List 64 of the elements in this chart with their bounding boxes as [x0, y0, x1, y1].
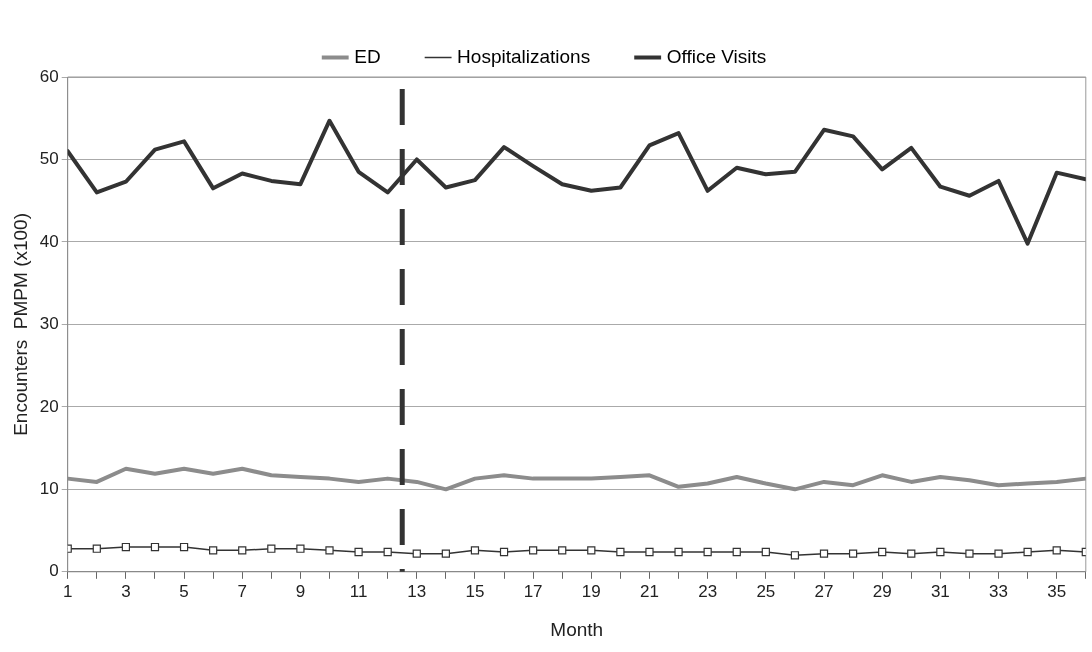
x-tick-label: 11: [349, 581, 368, 601]
point: [645, 547, 654, 557]
point: [936, 547, 945, 557]
point: [267, 544, 276, 553]
point: [1052, 546, 1061, 555]
point: [732, 547, 741, 557]
x-tick-label: 19: [581, 581, 601, 601]
point: [790, 551, 800, 560]
point: [412, 549, 421, 558]
point: [209, 546, 218, 555]
x-tick-label: 7: [237, 581, 247, 601]
point: [703, 547, 712, 557]
point: [179, 542, 189, 552]
point: [558, 546, 567, 555]
y-tick-label: 50: [39, 149, 59, 169]
x-tick-label: 29: [872, 581, 892, 601]
x-tick-label: 27: [814, 581, 834, 601]
x-tick-label: 17: [523, 581, 543, 601]
y-tick-label: 10: [39, 479, 59, 499]
x-tick-label: 33: [989, 581, 1008, 601]
point: [238, 546, 247, 555]
point: [965, 549, 974, 558]
point: [383, 547, 392, 557]
point: [499, 547, 509, 557]
y-axis-title: Encounters PMPM (x100): [9, 212, 31, 436]
x-tick-label: 21: [640, 581, 659, 601]
point: [296, 544, 305, 553]
x-tick-label: 15: [465, 581, 485, 601]
x-tick-label: 5: [179, 581, 189, 601]
x-tick-label: 25: [756, 581, 776, 601]
point: [819, 549, 829, 558]
point: [848, 549, 858, 558]
x-tick-label: 3: [121, 581, 131, 601]
y-tick-label: 30: [39, 314, 59, 334]
point: [528, 546, 538, 555]
y-tick-label: 0: [49, 561, 59, 581]
x-tick-label: 23: [698, 581, 718, 601]
point: [441, 549, 450, 558]
point: [470, 546, 480, 555]
x-tick-label: 31: [930, 581, 950, 601]
point: [761, 547, 770, 557]
x-tick-label: 13: [407, 581, 427, 601]
point: [994, 549, 1003, 558]
point: [907, 549, 916, 558]
point: [587, 546, 596, 555]
legend-label: Hospitalizations: [457, 45, 591, 67]
point: [1023, 547, 1032, 557]
y-tick-label: 20: [39, 396, 59, 416]
point: [674, 547, 683, 557]
x-axis-title: Month: [550, 618, 604, 640]
point: [354, 547, 363, 557]
x-tick-label: 1: [62, 581, 73, 601]
point: [616, 547, 625, 557]
point: [325, 546, 334, 555]
point: [878, 547, 887, 557]
point: [121, 542, 131, 552]
y-tick-label: 40: [39, 231, 59, 251]
legend-label: Office Visits: [666, 45, 767, 67]
x-tick-label: 9: [295, 581, 306, 601]
point: [150, 542, 160, 552]
legend-label: ED: [354, 45, 381, 67]
x-tick-label: 35: [1047, 581, 1067, 601]
y-tick-label: 60: [39, 66, 59, 86]
point: [92, 544, 101, 553]
